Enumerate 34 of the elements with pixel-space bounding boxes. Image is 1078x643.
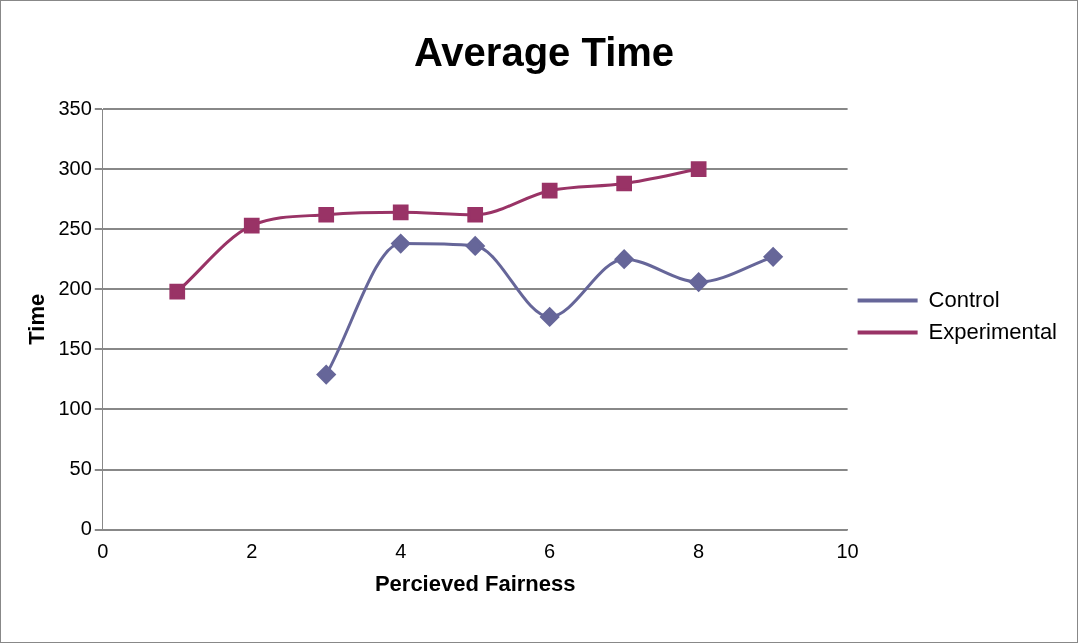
point [392, 204, 409, 221]
y-tick-label: 350 [58, 96, 92, 119]
point [763, 247, 783, 267]
point [169, 283, 186, 300]
x-tick-label: 8 [693, 540, 705, 563]
point [391, 234, 411, 254]
point [318, 206, 335, 223]
point [465, 236, 485, 256]
x-tick-label: 2 [246, 540, 258, 563]
chart-title: Average Time [413, 30, 675, 75]
point [616, 175, 633, 192]
legend-label: Experimental [928, 318, 1057, 344]
x-axis-title: Percieved Fairness [374, 570, 576, 596]
point [540, 307, 560, 327]
point [467, 206, 484, 223]
point [316, 365, 336, 385]
y-axis-title: Time [24, 293, 50, 345]
y-tick-label: 200 [58, 276, 92, 299]
x-tick-label: 0 [97, 540, 109, 563]
point [689, 272, 709, 292]
point [243, 217, 260, 234]
y-tick-label: 300 [58, 156, 92, 179]
point [690, 161, 707, 177]
y-tick-label: 150 [58, 336, 92, 359]
y-tick-label: 0 [80, 517, 92, 540]
x-tick-label: 6 [544, 540, 556, 563]
y-tick-label: 100 [58, 396, 92, 419]
x-tick-label: 4 [395, 540, 407, 563]
y-tick-label: 50 [69, 457, 92, 480]
legend-label: Control [928, 286, 1000, 312]
point [541, 182, 558, 199]
x-tick-label: 10 [836, 540, 859, 563]
y-tick-label: 250 [58, 216, 92, 239]
point [614, 249, 634, 269]
